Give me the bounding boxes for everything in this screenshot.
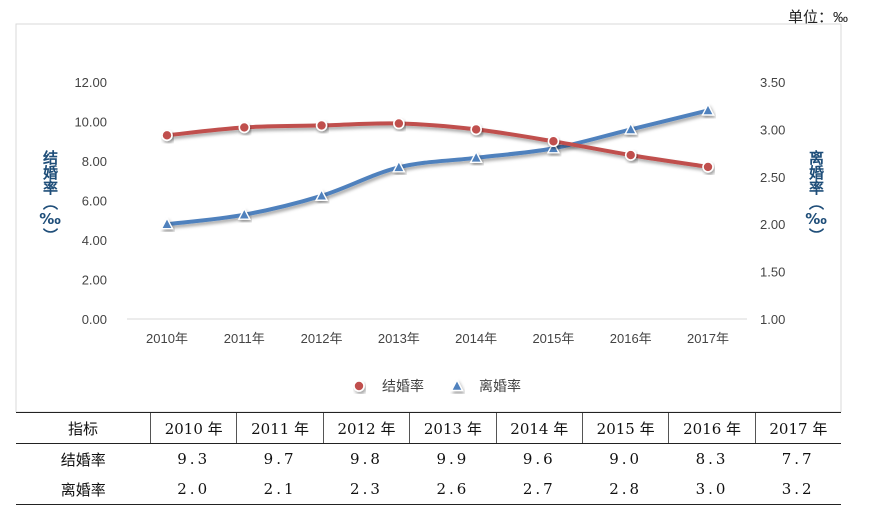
x-tick-label: 2016年 (610, 331, 652, 346)
chart-frame (15, 23, 842, 412)
legend-label: 结婚率 (382, 378, 424, 394)
series-1-point (702, 161, 714, 173)
series-1-point (315, 119, 328, 132)
left-tick-label: 12.00 (74, 75, 107, 90)
series-2-point (624, 121, 638, 135)
legend-label: 离婚率 (479, 378, 521, 394)
x-tick-label: 2015年 (532, 331, 574, 346)
x-tick-label: 2012年 (301, 331, 343, 346)
series-2-point (469, 150, 483, 164)
series-1-point (547, 135, 560, 148)
table-cell: 9.8 (350, 450, 383, 468)
left-tick-label: 10.00 (74, 115, 107, 130)
series-2-point (160, 216, 174, 230)
table-header-cell: 2012 年 (322, 412, 410, 444)
series-2-point (237, 207, 251, 220)
series-2-point (701, 102, 715, 116)
series-2-point (546, 140, 561, 154)
data-table: 指标 2010 年 2011 年 2012 年 2013 年 2014 年 2015 年 20… (16, 412, 841, 505)
table-cell: 7.7 (781, 450, 815, 468)
x-tick-label: 2011年 (224, 331, 265, 346)
x-tick-label: 2017年 (687, 331, 729, 346)
table-row: 结婚率 9.3 9.7 9.8 9.9 9.6 9.0 8.3 7.7 (16, 444, 841, 475)
left-tick-label: 6.00 (82, 194, 107, 209)
table-cell: 2.0 (150, 474, 237, 505)
table-row-label: 结婚率 (60, 450, 106, 469)
table-cell: 2.1 (236, 474, 324, 505)
right-tick-label: 3.00 (760, 122, 785, 137)
right-tick-label: 1.50 (760, 265, 785, 280)
table-cell: 9.7 (263, 450, 297, 468)
series-2-point (314, 188, 329, 201)
table-cell: 9.6 (522, 450, 556, 468)
right-tick-label: 3.50 (760, 75, 785, 90)
x-tick-label: 2010年 (146, 331, 188, 346)
right-tick-label: 2.00 (760, 217, 785, 232)
table-cell: 2.7 (496, 474, 583, 505)
left-axis-label: 结婚率（‰） (39, 149, 61, 243)
legend-marker (353, 380, 365, 392)
table-cell: 2.3 (323, 474, 410, 505)
series-1-point (161, 129, 173, 142)
table-cell: 3.2 (755, 474, 841, 505)
table-header-cell: 2014 年 (495, 412, 583, 444)
series-2-point (392, 159, 406, 173)
table-cell: 3.0 (668, 474, 756, 505)
legend: 结婚率 离婚率 (342, 378, 521, 394)
series-1-point (238, 121, 251, 134)
left-tick-label: 4.00 (82, 233, 107, 248)
legend-item: 离婚率 (440, 378, 521, 394)
table-cell: 2.8 (582, 474, 669, 505)
legend-marker (450, 378, 464, 392)
left-axis-ticks: 0.00 2.00 4.00 6.00 8.00 10.00 12.00 (74, 75, 107, 327)
left-tick-label: 8.00 (82, 154, 107, 169)
table-header-cell: 2010 年 (149, 412, 237, 444)
table-header-cell: 指标 (16, 412, 151, 444)
series-1-point (393, 117, 405, 130)
table-row: 离婚率 2.0 2.1 2.3 2.6 2.7 2.8 3.0 3.2 (16, 474, 841, 505)
table-cell: 9.0 (609, 450, 643, 468)
legend-item: 结婚率 (342, 378, 424, 394)
table-header-cell: 2015 年 (581, 412, 669, 444)
table-cell: 9.9 (436, 450, 470, 468)
series-1-point (470, 123, 482, 136)
right-tick-label: 2.50 (760, 170, 785, 185)
series-layer (160, 102, 715, 230)
table-header-cell: 2016 年 (668, 412, 756, 444)
table-row-label: 离婚率 (16, 474, 151, 505)
line-chart: 0.00 2.00 4.00 6.00 8.00 10.00 12.00 1.00 1.50 2… (15, 23, 842, 412)
x-tick-label: 2013年 (378, 331, 420, 346)
table-header-cell: 2013 年 (409, 412, 497, 444)
table-header-cell: 2017 年 (754, 412, 841, 444)
left-tick-label: 0.00 (82, 312, 107, 327)
table-cell: 9.3 (177, 450, 211, 468)
right-axis-label: 离婚率（‰） (805, 149, 827, 243)
right-axis-ticks: 1.00 1.50 2.00 2.50 3.00 3.50 (760, 75, 785, 327)
series-line-1 (165, 121, 710, 169)
series-1-point (624, 149, 637, 161)
series-line-2 (165, 108, 710, 227)
x-tick-label: 2014年 (455, 331, 497, 346)
table-header-row: 指标 2010 年 2011 年 2012 年 2013 年 2014 年 2015 年 20… (16, 412, 841, 444)
x-axis-ticks: 2010年 2011年 2012年 2013年 2014年 2015年 2016年 2017年 (146, 331, 729, 346)
table-cell: 8.3 (695, 450, 729, 468)
unit-label: 单位：‰ (788, 9, 849, 26)
table-cell: 2.6 (409, 474, 497, 505)
left-tick-label: 2.00 (82, 273, 107, 288)
table-header-cell: 2011 年 (236, 412, 324, 444)
right-tick-label: 1.00 (760, 312, 785, 327)
